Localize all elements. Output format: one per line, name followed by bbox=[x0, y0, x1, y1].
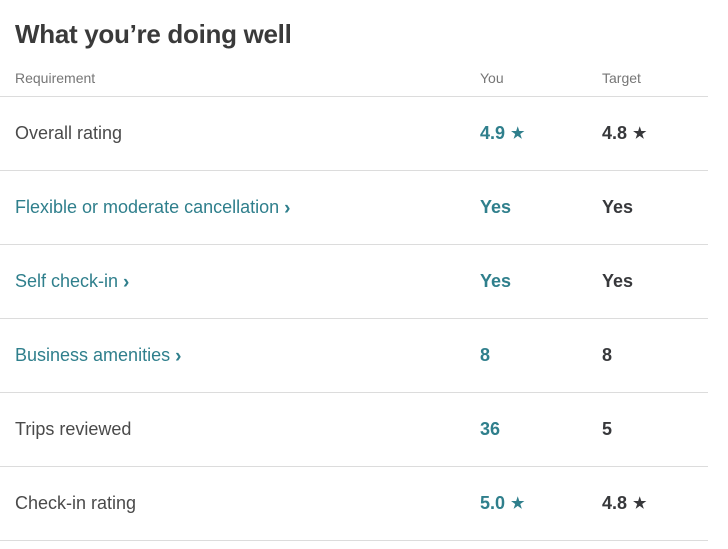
column-header-you: You bbox=[480, 70, 504, 86]
star-icon: ★ bbox=[633, 124, 647, 142]
target-value: 4.8 ★ bbox=[602, 493, 708, 514]
target-value-text: Yes bbox=[602, 197, 634, 217]
chevron-right-icon: › bbox=[123, 272, 130, 293]
table-body: Overall rating 4.9 ★ 4.8 ★ Flexible or m… bbox=[0, 97, 708, 541]
target-value-text: 8 bbox=[602, 345, 613, 365]
table-row: Self check-in › Yes Yes bbox=[0, 245, 708, 319]
you-value: Yes bbox=[480, 271, 602, 292]
chevron-right-icon: › bbox=[175, 346, 182, 367]
target-value-text: 5 bbox=[602, 419, 613, 439]
target-value-text: 4.8 bbox=[602, 123, 628, 143]
requirement-cell: Self check-in › bbox=[0, 271, 480, 292]
requirement-label[interactable]: Self check-in bbox=[15, 271, 119, 291]
star-icon: ★ bbox=[511, 124, 525, 142]
you-value-text: 5.0 bbox=[480, 493, 506, 513]
requirement-cell: Flexible or moderate cancellation › bbox=[0, 197, 480, 218]
requirement-label[interactable]: Flexible or moderate cancellation bbox=[15, 197, 280, 217]
table-row: Overall rating 4.9 ★ 4.8 ★ bbox=[0, 97, 708, 171]
target-value-text: Yes bbox=[602, 271, 634, 291]
you-value-text: 4.9 bbox=[480, 123, 506, 143]
you-value-text: Yes bbox=[480, 271, 512, 291]
requirement-label: Trips reviewed bbox=[15, 419, 132, 439]
requirement-cell: Check-in rating bbox=[0, 493, 480, 514]
star-icon: ★ bbox=[633, 494, 647, 512]
requirement-cell: Trips reviewed bbox=[0, 419, 480, 440]
target-value: 8 bbox=[602, 345, 708, 366]
table-row: Flexible or moderate cancellation › Yes Y… bbox=[0, 171, 708, 245]
chevron-right-icon: › bbox=[284, 198, 291, 219]
doing-well-panel: What you’re doing well Requirement You T… bbox=[0, 18, 708, 541]
table-row: Trips reviewed 36 5 bbox=[0, 393, 708, 467]
you-value: Yes bbox=[480, 197, 602, 218]
table-header-row: Requirement You Target bbox=[0, 60, 708, 97]
star-icon: ★ bbox=[511, 494, 525, 512]
you-value: 4.9 ★ bbox=[480, 123, 602, 144]
requirement-label: Overall rating bbox=[15, 123, 123, 143]
you-value: 8 bbox=[480, 345, 602, 366]
you-value: 5.0 ★ bbox=[480, 493, 602, 514]
column-header-requirement: Requirement bbox=[15, 70, 96, 86]
column-header-target: Target bbox=[602, 70, 641, 86]
you-value-text: Yes bbox=[480, 197, 512, 217]
requirement-cell: Overall rating bbox=[0, 123, 480, 144]
target-value-text: 4.8 bbox=[602, 493, 628, 513]
you-value: 36 bbox=[480, 419, 602, 440]
requirement-label[interactable]: Business amenities bbox=[15, 345, 171, 365]
page-title: What you’re doing well bbox=[15, 18, 292, 49]
target-value: Yes bbox=[602, 271, 708, 292]
table-row: Check-in rating 5.0 ★ 4.8 ★ bbox=[0, 467, 708, 541]
target-value: Yes bbox=[602, 197, 708, 218]
target-value: 4.8 ★ bbox=[602, 123, 708, 144]
requirement-label: Check-in rating bbox=[15, 493, 137, 513]
table-row: Business amenities › 8 8 bbox=[0, 319, 708, 393]
requirement-cell: Business amenities › bbox=[0, 345, 480, 366]
you-value-text: 36 bbox=[480, 419, 501, 439]
you-value-text: 8 bbox=[480, 345, 491, 365]
target-value: 5 bbox=[602, 419, 708, 440]
